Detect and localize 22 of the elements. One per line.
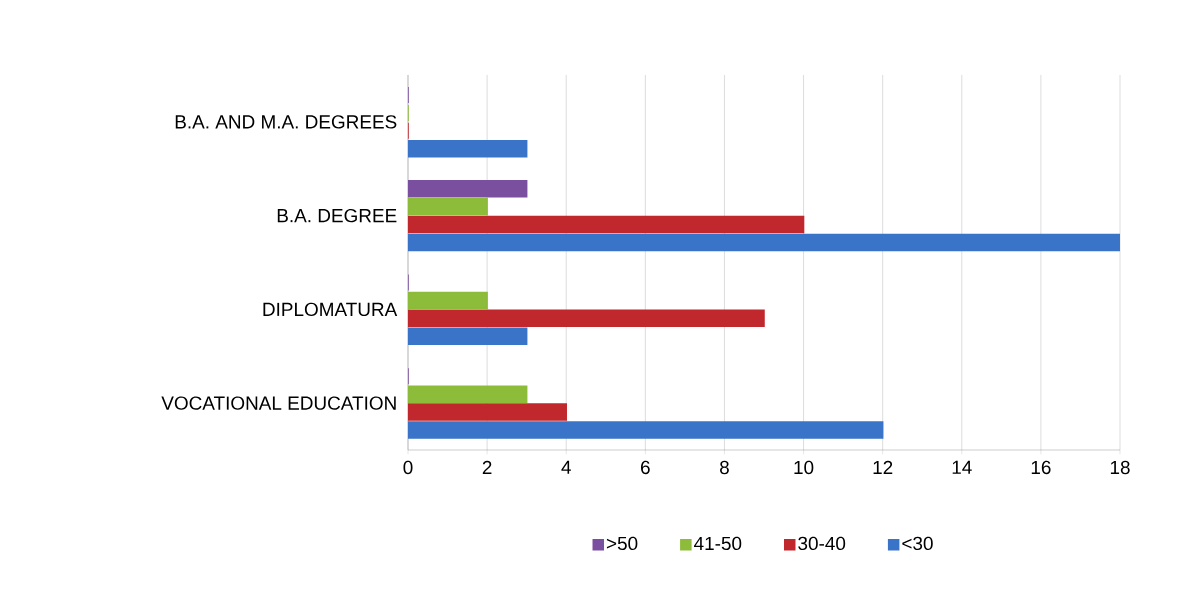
x-tick-label: 2 — [482, 460, 492, 474]
x-tick-label: 16 — [1031, 460, 1051, 475]
bar — [408, 233, 1121, 252]
x-tick-label: 18 — [1110, 460, 1130, 475]
bar — [408, 327, 528, 346]
x-tick-label: 12 — [873, 460, 893, 474]
y-tick-label: VOCATIONAL EDUCATION — [161, 396, 396, 410]
y-tick-label: B.A. AND M.A. DEGREES — [175, 115, 397, 129]
bar — [408, 421, 884, 439]
legend-label: >50 — [606, 536, 638, 551]
legend-label: 41-50 — [694, 536, 742, 551]
y-tick-label: B.A. DEGREE — [277, 208, 397, 223]
y-tick-label: DIPLOMATURA — [263, 302, 398, 317]
x-tick-label: 6 — [641, 460, 650, 475]
x-tick-label: 8 — [720, 460, 729, 475]
x-tick-label: 10 — [794, 460, 814, 475]
bar — [408, 140, 528, 158]
x-tick-label: 0 — [403, 460, 413, 475]
legend-label: 30-40 — [798, 536, 846, 551]
legend-label: <30 — [902, 536, 933, 551]
x-tick-label: 4 — [561, 460, 571, 474]
x-tick-label: 14 — [952, 460, 972, 474]
